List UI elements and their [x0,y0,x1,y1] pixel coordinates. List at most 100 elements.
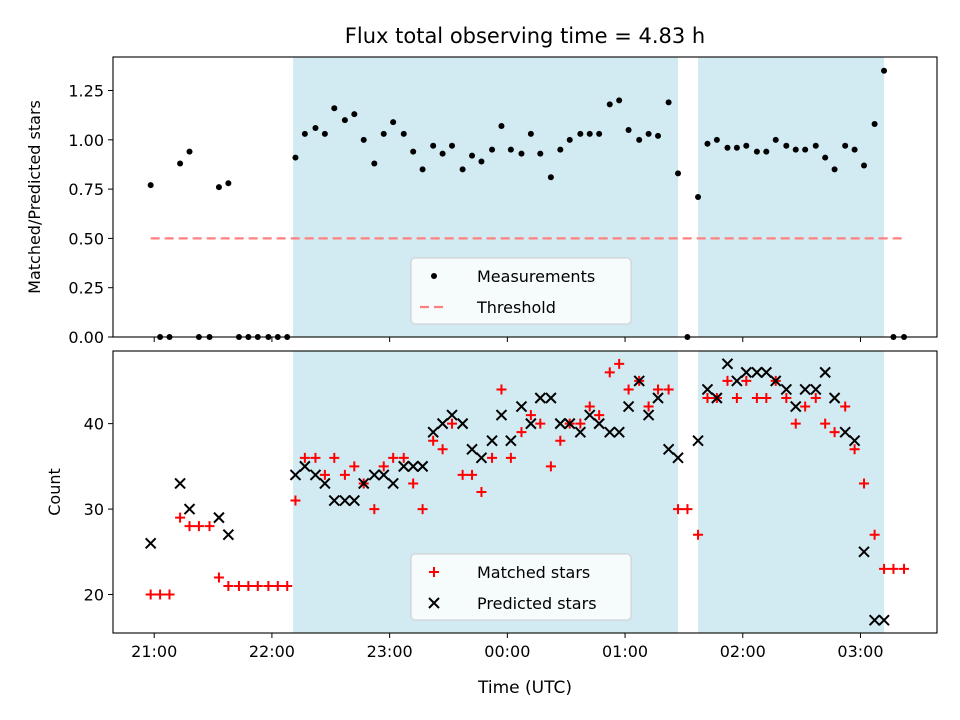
bottom-matched-point [476,487,487,497]
bottom-predicted-point [868,614,881,626]
bottom-matched-point [467,469,478,480]
bottom-matched-point [899,563,910,574]
bottom-predicted-point [495,409,508,421]
bottom-predicted-point [436,417,449,430]
top-measurement-point [783,142,790,149]
top-legend: Measurements Threshold [410,257,632,325]
bottom-matched-point [505,452,516,463]
x-axis-label: Time (UTC) [477,678,572,698]
bottom-predicted-point [378,469,390,481]
bottom-predicted-point [731,375,743,387]
top-axes-frame [112,56,938,338]
top-measurement-point [822,154,829,161]
top-measurement-point [625,126,632,133]
bottom-matched-point [693,529,704,540]
top-measurement-point [518,150,525,157]
top-y-tick-label: 0.75 [68,180,104,199]
bottom-legend-box [410,553,632,621]
bottom-predicted-point [183,503,196,515]
top-measurement-point [419,166,426,173]
bottom-predicted-point [828,392,841,404]
bottom-predicted-point [622,400,635,413]
top-measurement-point [812,142,819,149]
top-legend-label: Threshold [476,298,556,317]
bottom-matched-point [663,384,674,395]
bottom-matched-point [731,393,742,403]
bottom-matched-point [849,444,860,455]
bottom-predicted-point [799,383,811,396]
bottom-axes-frame [112,350,938,634]
top-measurement-point [312,124,319,131]
bottom-matched-point [761,393,772,403]
top-measurement-point [792,146,799,153]
top-measurement-point [577,130,584,137]
bottom-matched-point [535,418,546,429]
bottom-legend: Matched stars Predicted stars [410,553,632,621]
bottom-predicted-point [770,375,782,387]
bottom-matched-point [398,452,409,463]
top-legend-box [410,257,632,325]
bottom-matched-point [888,563,899,574]
top-measurement-point [713,136,720,143]
top-measurement-point [507,146,514,153]
top-measurement-point [851,146,858,153]
top-measurement-point [380,130,387,137]
top-measurement-point [186,148,193,155]
top-measurement-point [147,182,154,189]
bottom-matched-point [751,393,762,403]
bottom-matched-point [447,418,458,429]
bottom-matched-point [329,452,340,463]
bottom-matched-point [193,521,204,532]
top-measurement-point [655,132,662,139]
bottom-matched-point [417,504,428,515]
top-measurement-point [527,130,534,137]
bottom-matched-point [155,589,166,600]
x-tick-label: 00:00 [484,642,530,661]
bottom-predicted-point [878,614,890,626]
bottom-matched-point [457,469,468,480]
bottom-matched-point [349,461,360,472]
top-measurement-point [636,136,643,143]
panel-bottom: 20 30 40 21:00 22:00 23:00 00:00 01:00 02:00 03:0… [45,350,938,661]
top-measurement-point [430,142,437,149]
bottom-matched-point [184,521,195,532]
bottom-matched-point [673,504,684,515]
bottom-predicted-point [613,426,625,438]
bottom-predicted-point [299,460,311,473]
bottom-matched-point [643,401,654,412]
bottom-predicted-point [339,494,351,507]
bottom-y-tick-label: 30 [84,500,104,519]
bottom-matched-point [272,581,283,591]
top-measurement-point [410,148,417,155]
bottom-predicted-point [398,460,410,473]
top-y-tick-label: 0.00 [68,328,104,347]
top-measurement-point [449,142,456,149]
bottom-predicted-point [633,375,645,387]
bottom-matched-point [555,435,566,446]
top-measurement-point [400,130,407,137]
top-measurement-point [842,142,849,149]
bottom-matched-point [408,478,419,489]
bottom-predicted-point [213,511,225,524]
bottom-matched-point [790,418,801,429]
top-measurement-point [557,146,564,153]
bottom-predicted-point [593,417,605,430]
top-measurement-point [586,130,593,137]
x-tick-label: 23:00 [367,642,413,661]
top-measurement-point [537,150,544,157]
bottom-predicted-point [222,529,235,541]
bottom-matched-point [545,461,556,472]
top-y-tick-label: 1.00 [68,131,104,150]
top-legend-label: Measurements [477,267,595,286]
top-measurement-point [753,148,760,155]
bottom-predicted-point [701,383,714,396]
top-measurement-point [675,170,682,177]
top-measurement-point [498,123,505,130]
bottom-y-axis-label: Count [45,468,64,516]
bottom-matched-point [369,504,380,515]
bottom-predicted-point [358,477,370,490]
bottom-matched-point [516,427,527,438]
top-measurement-point [665,99,672,106]
bottom-predicted-point [328,494,341,507]
